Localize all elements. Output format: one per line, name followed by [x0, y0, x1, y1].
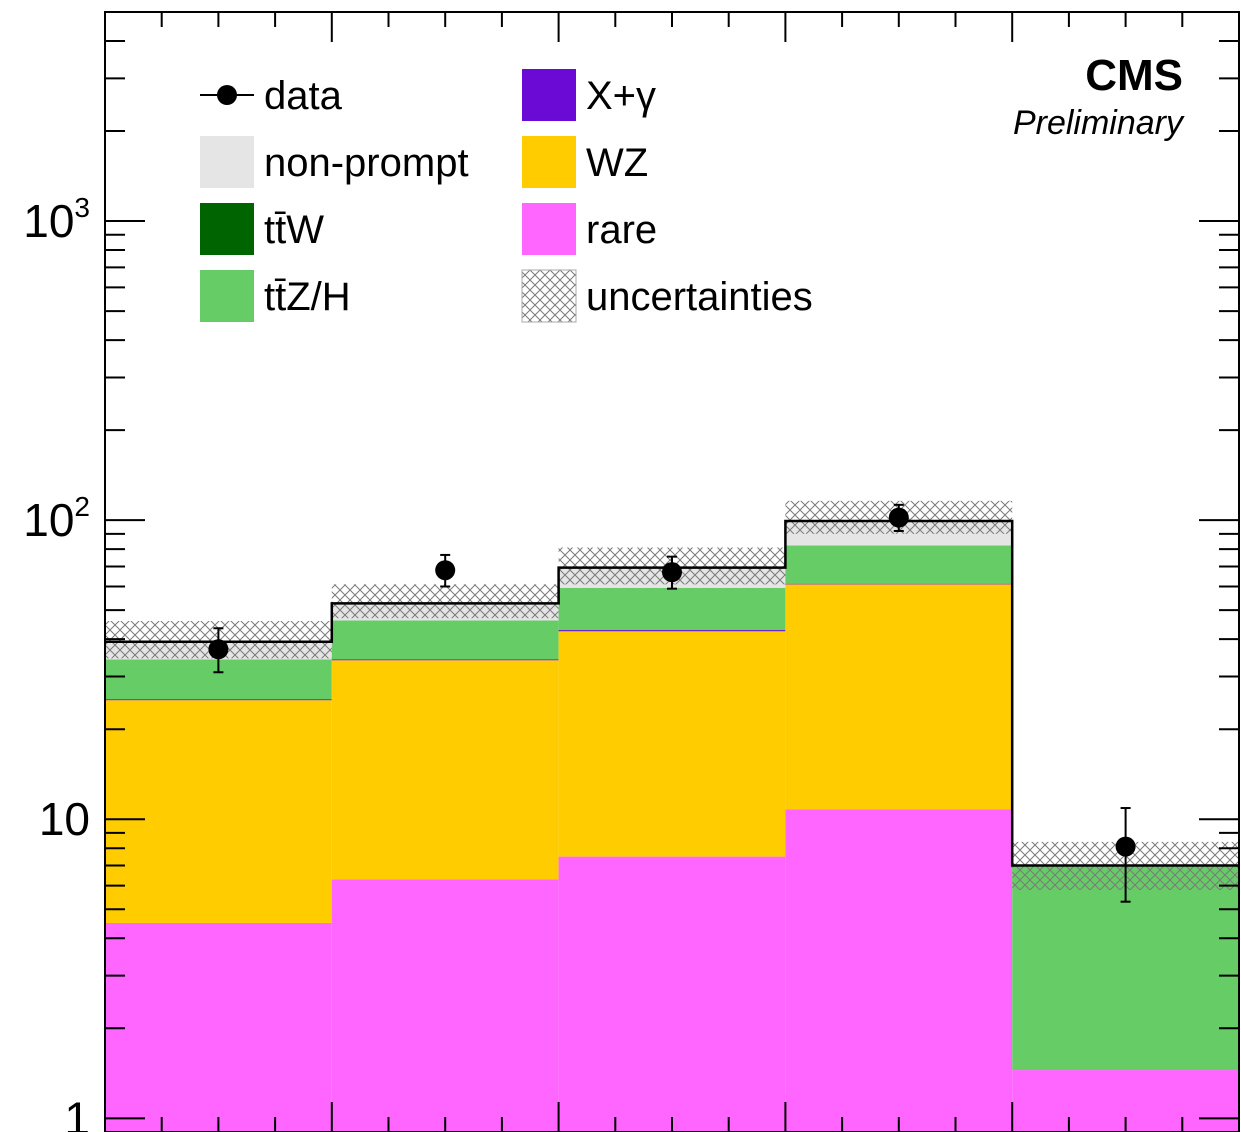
data-point-bin-2	[435, 553, 456, 588]
x-ticks	[104, 12, 1240, 1132]
legend-label: tt̄Z/H	[264, 275, 351, 319]
legend-label: WZ	[586, 141, 648, 185]
status-label: Preliminary	[1013, 104, 1185, 142]
legend-label: uncertainties	[586, 275, 813, 319]
y-tick-label: 102	[23, 491, 90, 546]
data-point-bin-4	[888, 503, 909, 532]
legend-item-rare: rare	[522, 203, 657, 255]
bar-wz-bin-3	[558, 631, 786, 857]
bar-wz-bin-1	[105, 700, 332, 923]
bar-x-gamma-bin-2	[331, 659, 559, 661]
legend-label: rare	[586, 208, 657, 252]
bar-rare-bin-2	[331, 879, 559, 1132]
legend-item-x-gamma: X+γ	[522, 69, 656, 121]
legend-item-wz: WZ	[522, 136, 648, 188]
y-tick-label: 103	[23, 192, 90, 247]
experiment-label: CMS	[1085, 51, 1183, 100]
bar-x-gamma-bin-4	[785, 583, 1013, 585]
data-point-bin-5	[1115, 807, 1136, 903]
legend-label: X+γ	[586, 74, 656, 118]
axes: 1 10 102 103	[23, 11, 1240, 1132]
bar-x-gamma-bin-1	[105, 699, 332, 701]
bar-ttz-h-bin-3	[558, 587, 786, 631]
legend-item-ttw: tt̄W	[200, 203, 324, 255]
y-minor-ticks	[105, 11, 1239, 1120]
data-point-bin-3	[662, 555, 682, 590]
legend-label: tt̄W	[264, 208, 324, 252]
bar-rare-bin-1	[105, 922, 332, 1132]
data-point-bin-1	[208, 627, 229, 674]
legend-label: data	[264, 74, 343, 118]
legend-item-uncertainties: uncertainties	[521, 269, 813, 323]
legend-item-ttz-h: tt̄Z/H	[200, 270, 351, 322]
y-tick-label: 10	[39, 793, 90, 845]
uncertainty-band-bin-2	[331, 584, 559, 619]
legend: data non-prompt tt̄W tt̄Z/H X+γ WZ rare uncerta…	[200, 69, 813, 323]
legend-item-data: data	[200, 74, 343, 118]
bar-ttz-h-bin-4	[785, 545, 1013, 584]
y-tick-label: 1	[64, 1092, 90, 1132]
stacked-histogram	[105, 521, 1239, 1132]
legend-item-non-prompt: non-prompt	[200, 136, 469, 188]
legend-label: non-prompt	[264, 141, 469, 185]
data-points	[208, 503, 1136, 903]
bar-wz-bin-2	[331, 660, 559, 880]
bar-ttz-h-bin-2	[331, 620, 559, 660]
bar-x-gamma-bin-3	[558, 630, 786, 632]
bar-rare-bin-3	[558, 856, 786, 1132]
bar-wz-bin-4	[785, 584, 1013, 810]
bar-rare-bin-4	[785, 809, 1013, 1132]
